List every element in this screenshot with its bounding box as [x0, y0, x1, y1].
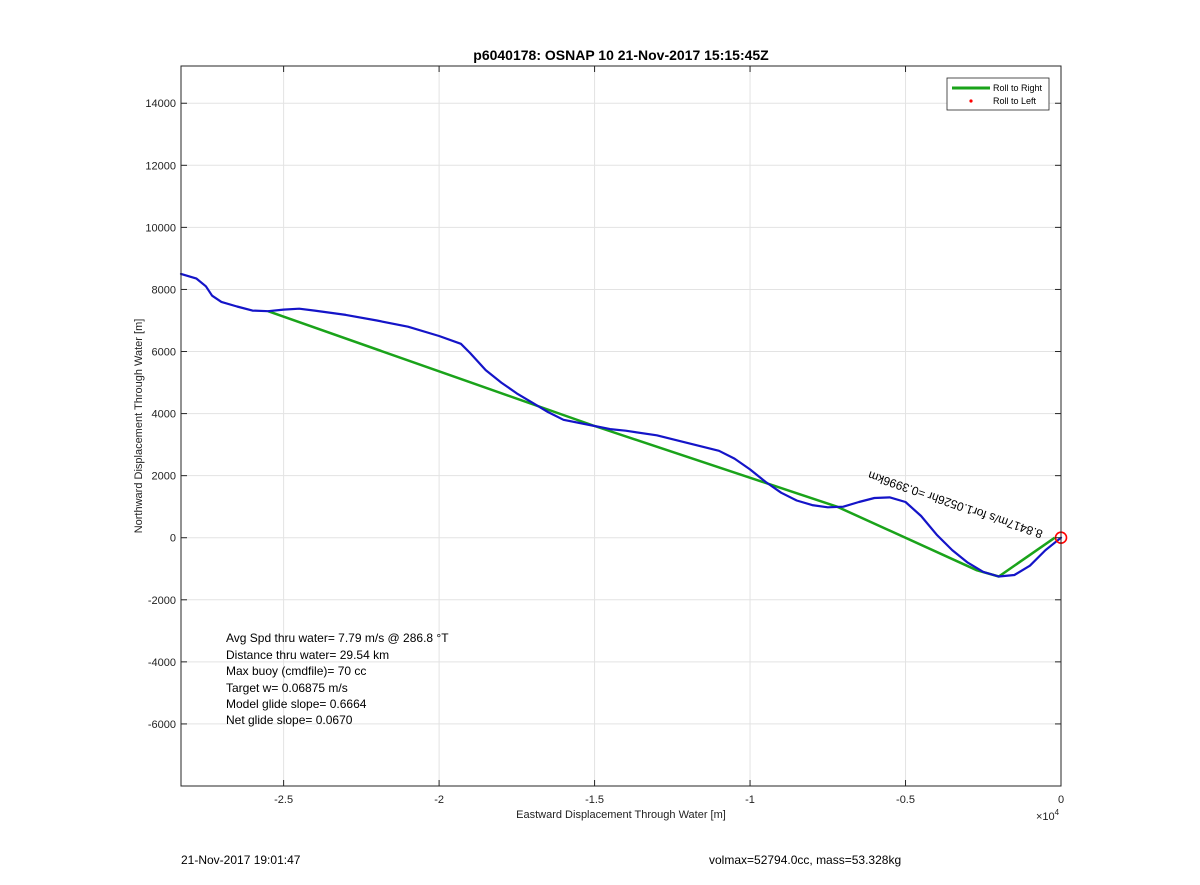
- legend-box: [946, 77, 1050, 111]
- plot-frame: [180, 65, 1062, 787]
- y-axis-label: Northward Displacement Through Water [m]: [133, 319, 145, 534]
- stats-block: Avg Spd thru water= 7.79 m/s @ 286.8 °T …: [226, 631, 449, 727]
- x-axis-exponent: ×104: [1036, 808, 1060, 823]
- y-tick-label: 2000: [152, 471, 176, 483]
- legend-label-roll-to-left: Roll to Left: [993, 96, 1037, 106]
- x-tick-label: 0: [1058, 794, 1064, 806]
- y-tick-label: 8000: [152, 284, 176, 296]
- stat-distance: Distance thru water= 29.54 km: [226, 648, 389, 662]
- legend: Roll to Right Roll to Left: [946, 77, 1050, 111]
- legend-label-roll-to-right: Roll to Right: [993, 83, 1043, 93]
- stat-net-glide: Net glide slope= 0.0670: [226, 713, 353, 727]
- y-tick-label: 0: [170, 533, 176, 545]
- y-tick-label: 4000: [152, 409, 176, 421]
- y-tick-label: 14000: [145, 98, 176, 110]
- x-axis-ticks: -2.5 -2 -1.5 -1 -0.5 0: [274, 66, 1064, 806]
- chart-title: p6040178: OSNAP 10 21-Nov-2017 15:15:45Z: [473, 47, 769, 63]
- footer-timestamp: 21-Nov-2017 19:01:47: [181, 853, 301, 867]
- stat-target-w: Target w= 0.06875 m/s: [226, 681, 348, 695]
- x-tick-label: -2.5: [274, 794, 293, 806]
- y-tick-label: -6000: [148, 719, 176, 731]
- stat-avg-speed: Avg Spd thru water= 7.79 m/s @ 286.8 °T: [226, 631, 449, 645]
- x-tick-label: -0.5: [896, 794, 915, 806]
- series-trajectory: [179, 272, 1063, 578]
- legend-swatch-roll-to-left: [969, 99, 973, 103]
- x-tick-label: -1.5: [585, 794, 604, 806]
- stat-model-glide: Model glide slope= 0.6664: [226, 697, 367, 711]
- y-tick-label: 12000: [145, 160, 176, 172]
- y-axis-ticks: -6000 -4000 -2000 0 2000 4000 6000 8000 10000 120…: [145, 98, 1061, 731]
- y-tick-label: 6000: [152, 347, 176, 359]
- footer-volmax-mass: volmax=52794.0cc, mass=53.328kg: [709, 853, 902, 867]
- x-tick-label: -1: [745, 794, 755, 806]
- x-tick-label: -2: [434, 794, 444, 806]
- series-line-trajectory: [179, 272, 1063, 578]
- plot-area: [181, 66, 1061, 786]
- y-tick-label: -4000: [148, 657, 176, 669]
- x-axis-label: Eastward Displacement Through Water [m]: [516, 809, 726, 821]
- stat-max-buoy: Max buoy (cmdfile)= 70 cc: [226, 664, 366, 678]
- y-tick-label: 10000: [145, 222, 176, 234]
- y-tick-label: -2000: [148, 595, 176, 607]
